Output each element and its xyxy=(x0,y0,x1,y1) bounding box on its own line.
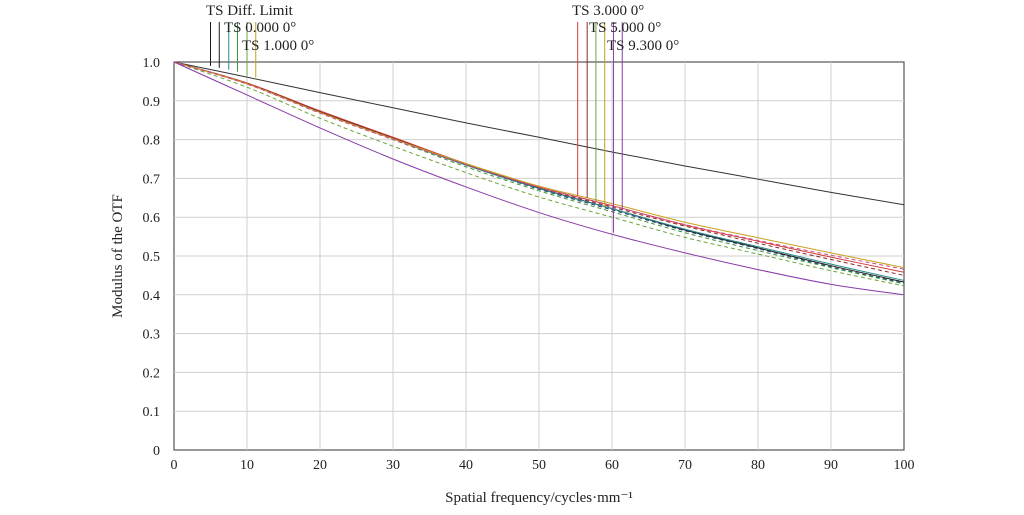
grid-layer xyxy=(174,62,904,450)
x-tick-label: 70 xyxy=(678,458,692,473)
series-layer xyxy=(173,61,905,296)
y-tick-label: 0.8 xyxy=(143,134,161,149)
x-tick-label: 0 xyxy=(171,458,178,473)
x-axis-label: Spatial frequency/cycles·mm⁻¹ xyxy=(445,490,633,506)
legend-label: TS Diff. Limit xyxy=(206,3,294,19)
x-tick-label: 50 xyxy=(532,458,546,473)
legend-label: TS 9.300 0° xyxy=(607,38,679,54)
y-tick-label: 0.2 xyxy=(143,366,161,381)
y-tick-label: 0.6 xyxy=(143,211,161,226)
x-tick-label: 90 xyxy=(824,458,838,473)
y-axis-label: Modulus of the OTF xyxy=(110,194,126,318)
series-line xyxy=(173,61,905,269)
y-tick-label: 0.5 xyxy=(143,250,161,265)
x-tick-label: 80 xyxy=(751,458,765,473)
x-tick-label: 20 xyxy=(313,458,327,473)
y-tick-label: 0.1 xyxy=(143,405,161,420)
y-tick-labels: 0 0.1 0.2 0.3 0.4 0.5 0.6 0.7 0.8 0.9 1.0 xyxy=(143,56,161,459)
legend-label: TS 1.000 0° xyxy=(242,38,314,54)
series-line xyxy=(173,61,905,206)
y-tick-label: 0.7 xyxy=(143,172,161,187)
y-tick-label: 0.4 xyxy=(143,289,161,304)
x-tick-label: 40 xyxy=(459,458,473,473)
x-tick-labels: 0 10 20 30 40 50 60 70 80 90 100 xyxy=(171,458,915,473)
series-line xyxy=(173,61,905,287)
leader-layer xyxy=(210,22,623,233)
x-tick-label: 100 xyxy=(894,458,915,473)
legend-label: TS 0.000 0° xyxy=(224,20,296,36)
y-tick-label: 1.0 xyxy=(143,56,161,71)
series-line xyxy=(173,61,905,296)
series-line xyxy=(173,61,905,270)
series-line xyxy=(173,61,905,285)
legend-label: TS 5.000 0° xyxy=(589,20,661,36)
legend-label: TS 3.000 0° xyxy=(572,3,644,19)
y-tick-label: 0.9 xyxy=(143,95,161,110)
x-tick-label: 60 xyxy=(605,458,619,473)
x-tick-label: 30 xyxy=(386,458,400,473)
series-line xyxy=(173,61,905,284)
y-tick-label: 0 xyxy=(153,444,160,459)
x-tick-label: 10 xyxy=(240,458,254,473)
y-tick-label: 0.3 xyxy=(143,328,161,343)
